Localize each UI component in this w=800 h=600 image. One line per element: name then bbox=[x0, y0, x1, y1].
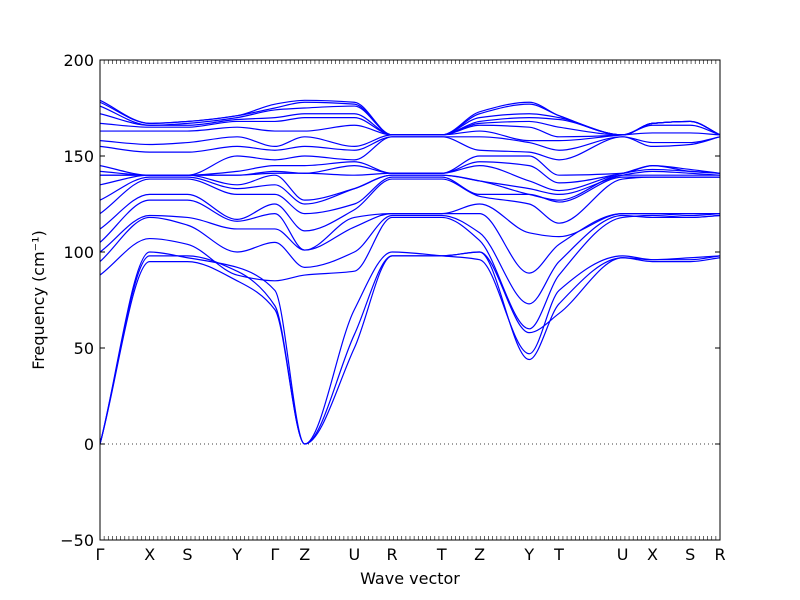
x-tick-label: R bbox=[714, 545, 725, 564]
plot-area bbox=[100, 99, 720, 445]
y-tick-label: 0 bbox=[84, 435, 94, 454]
band-line-23 bbox=[100, 99, 720, 136]
x-tick-label: Γ bbox=[96, 545, 105, 564]
band-line-14 bbox=[100, 155, 720, 176]
x-tick-label: X bbox=[144, 545, 155, 564]
band-line-11 bbox=[100, 170, 720, 201]
band-line-8 bbox=[100, 176, 720, 232]
x-tick-label: R bbox=[387, 545, 398, 564]
x-tick-label: X bbox=[647, 545, 658, 564]
band-line-16 bbox=[100, 136, 720, 153]
x-tick-label: S bbox=[685, 545, 695, 564]
y-tick-label: −50 bbox=[60, 531, 94, 550]
x-tick-label: Γ bbox=[270, 545, 279, 564]
x-tick-label: Y bbox=[523, 545, 534, 564]
x-tick-label: Y bbox=[231, 545, 242, 564]
y-tick-label: 50 bbox=[74, 339, 94, 358]
band-line-3 bbox=[100, 251, 720, 445]
band-line-5 bbox=[100, 214, 720, 305]
band-line-9 bbox=[100, 176, 720, 215]
y-axis-label: Frequency (cm⁻¹) bbox=[29, 230, 48, 369]
y-tick-label: 100 bbox=[63, 243, 94, 262]
y-tick-label: 150 bbox=[63, 147, 94, 166]
x-tick-label: Z bbox=[299, 545, 310, 564]
x-tick-label: T bbox=[436, 545, 447, 564]
x-tick-label: Z bbox=[474, 545, 485, 564]
band-line-7 bbox=[100, 199, 720, 251]
x-tick-label: S bbox=[182, 545, 192, 564]
band-line-2 bbox=[100, 251, 720, 445]
x-tick-label: T bbox=[553, 545, 564, 564]
x-axis-label: Wave vector bbox=[360, 569, 460, 588]
y-tick-label: 200 bbox=[63, 51, 94, 70]
x-tick-label: U bbox=[348, 545, 360, 564]
x-tick-label: U bbox=[617, 545, 629, 564]
